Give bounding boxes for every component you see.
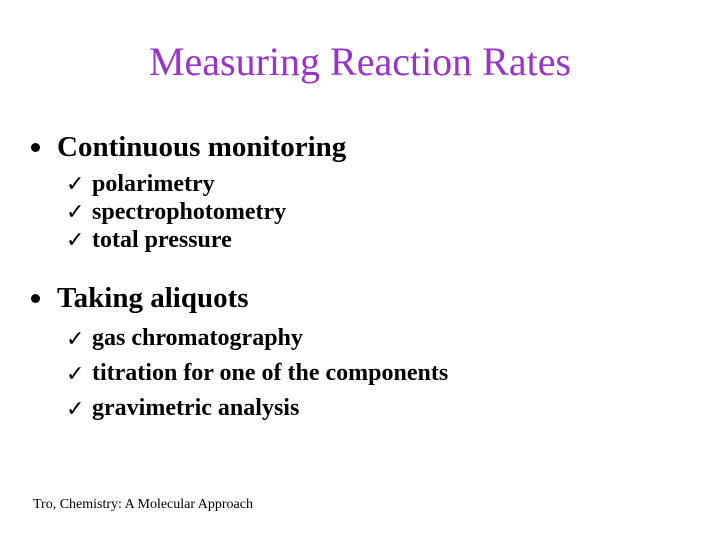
bullet-icon <box>31 143 40 152</box>
check-icon: ✓ <box>66 199 85 224</box>
sub-item-list: ✓ polarimetry ✓ spectrophotometry ✓ tota… <box>0 170 720 254</box>
sub-item: ✓ titration for one of the components <box>0 356 720 391</box>
sub-item-list: ✓ gas chromatography ✓ titration for one… <box>0 321 720 426</box>
sub-item: ✓ total pressure <box>0 226 720 254</box>
sub-item: ✓ spectrophotometry <box>0 198 720 226</box>
check-icon: ✓ <box>66 326 85 351</box>
sub-item-label: gas chromatography <box>92 325 303 351</box>
bullet-label: Continuous monitoring <box>57 131 347 163</box>
check-icon: ✓ <box>66 396 85 421</box>
sub-item-label: polarimetry <box>92 171 215 197</box>
check-icon: ✓ <box>66 361 85 386</box>
check-icon: ✓ <box>66 171 85 196</box>
footer-citation: Tro, Chemistry: A Molecular Approach <box>33 497 253 512</box>
sub-item-label: spectrophotometry <box>92 199 287 225</box>
sub-item: ✓ gravimetric analysis <box>0 391 720 426</box>
sub-item-label: titration for one of the components <box>92 360 449 386</box>
bullet-section-taking-aliquots: Taking aliquots ✓ gas chromatography ✓ t… <box>0 281 720 426</box>
sub-item: ✓ polarimetry <box>0 170 720 198</box>
check-icon: ✓ <box>66 227 85 252</box>
sub-item-label: total pressure <box>92 227 232 253</box>
bullet-item: Continuous monitoring <box>0 130 720 164</box>
bullet-item: Taking aliquots <box>0 281 720 315</box>
sub-item-label: gravimetric analysis <box>92 395 300 421</box>
bullet-label: Taking aliquots <box>57 282 249 314</box>
bullet-section-continuous-monitoring: Continuous monitoring ✓ polarimetry ✓ sp… <box>0 130 720 254</box>
bullet-icon <box>31 294 40 303</box>
slide-title: Measuring Reaction Rates <box>148 39 572 84</box>
sub-item: ✓ gas chromatography <box>0 321 720 356</box>
